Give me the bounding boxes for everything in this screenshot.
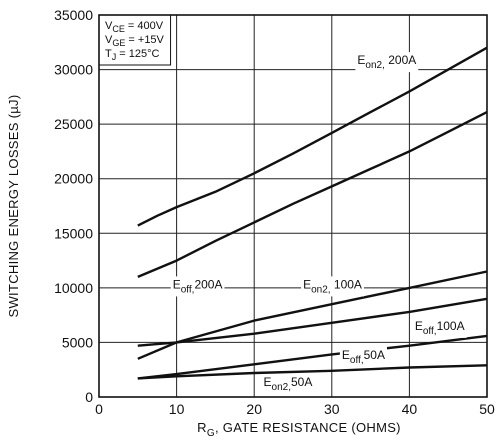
series-line (137, 297, 488, 347)
condition-line: VCE = 400V (105, 20, 164, 34)
curve-label-bg (339, 346, 387, 367)
curve-label-sub: on2, (311, 284, 330, 295)
grid (98, 14, 488, 398)
condition-rest: = 125°C (116, 48, 159, 60)
condition-sub: CE (112, 24, 125, 34)
curve-label: Eon2, 200A (355, 52, 419, 73)
curve-label-rest: 50A (291, 375, 312, 389)
curve-label-main: E (357, 53, 365, 67)
y-tick-label: 25000 (54, 116, 93, 132)
condition-sub: GE (112, 38, 125, 48)
curve-label-text: Eon2,50A (264, 375, 313, 393)
y-tick-labels: 0 5000 10000 15000 20000 25000 30000 35000 (54, 7, 93, 405)
curve-label: Eoff,200A (170, 276, 225, 297)
curve-label-rest: 100A (331, 277, 362, 291)
plot-frame (98, 14, 488, 398)
curve-label: Eon2, 100A (301, 276, 364, 297)
x-tick-labels: 0 10 20 30 40 50 (95, 401, 495, 417)
y-axis-label: SWITCHING ENERGY LOSSES (µJ) (6, 95, 21, 318)
series-line (137, 270, 488, 360)
curve-label-sub: off, (181, 284, 195, 295)
x-tick-label: 40 (402, 401, 418, 417)
curve-label-text: Eon2, 200A (357, 53, 416, 71)
curve-label-text: Eoff,200A (173, 277, 223, 295)
x-axis-label-main: R (197, 420, 207, 435)
curve-label-sub: on2, (272, 382, 291, 393)
curve-label-bg (170, 276, 225, 297)
y-tick-label: 0 (85, 389, 93, 405)
curve-label-bg (261, 374, 315, 395)
x-tick-label: 0 (95, 401, 103, 417)
curve-label-main: E (264, 375, 272, 389)
x-tick-label: 10 (169, 401, 185, 417)
curve-label-text: Eon2, 100A (303, 277, 362, 295)
condition-sub: J (112, 52, 117, 62)
y-tick-label: 20000 (54, 171, 93, 187)
condition-rest: = +15V (125, 34, 164, 46)
curve-label: Eon2,50A (261, 374, 315, 395)
y-tick-label: 15000 (54, 225, 93, 241)
condition-main: T (105, 48, 112, 60)
series-line (137, 334, 488, 380)
curve-label-bg (301, 276, 364, 297)
x-axis-label: RG, GATE RESISTANCE (OHMS) (197, 420, 401, 439)
curve-label-sub: off, (350, 355, 364, 366)
curve-label-text: Eoff,50A (342, 348, 385, 366)
y-tick-label: 30000 (54, 62, 93, 78)
x-axis-label-sub: G (207, 428, 215, 439)
condition-main: V (105, 34, 113, 46)
curve-label-rest: 100A (437, 319, 465, 333)
curve-label-main: E (173, 277, 181, 291)
curve-label-rest: 50A (364, 348, 385, 362)
curve-label-bg (412, 317, 467, 338)
series-lines (137, 46, 488, 380)
curve-label-sub: off, (423, 326, 437, 337)
curve-label-rest: 200A (194, 277, 222, 291)
series-line (137, 46, 488, 227)
x-tick-label: 20 (246, 401, 262, 417)
curve-label-rest: 200A (385, 53, 416, 67)
curve-label-text: Eoff,100A (415, 319, 465, 337)
curve-label-sub: on2, (365, 60, 384, 71)
curve-label-main: E (303, 277, 311, 291)
condition-line: TJ = 125°C (105, 48, 160, 62)
condition-rest: = 400V (125, 20, 164, 32)
y-tick-label: 35000 (54, 7, 93, 23)
condition-line: VGE = +15V (105, 34, 165, 48)
y-tick-label: 10000 (54, 280, 93, 296)
x-axis-label-rest: , GATE RESISTANCE (OHMS) (215, 420, 401, 435)
curve-label-main: E (342, 348, 350, 362)
curve-label-bg (355, 52, 419, 73)
series-line (137, 364, 488, 380)
x-tick-label: 30 (324, 401, 340, 417)
y-tick-label: 5000 (62, 334, 93, 350)
curve-label-main: E (415, 319, 423, 333)
series-line (137, 111, 488, 279)
curve-label: Eoff,100A (412, 317, 467, 338)
curve-label: Eoff,50A (339, 346, 387, 367)
condition-main: V (105, 20, 113, 32)
x-tick-label: 50 (479, 401, 495, 417)
